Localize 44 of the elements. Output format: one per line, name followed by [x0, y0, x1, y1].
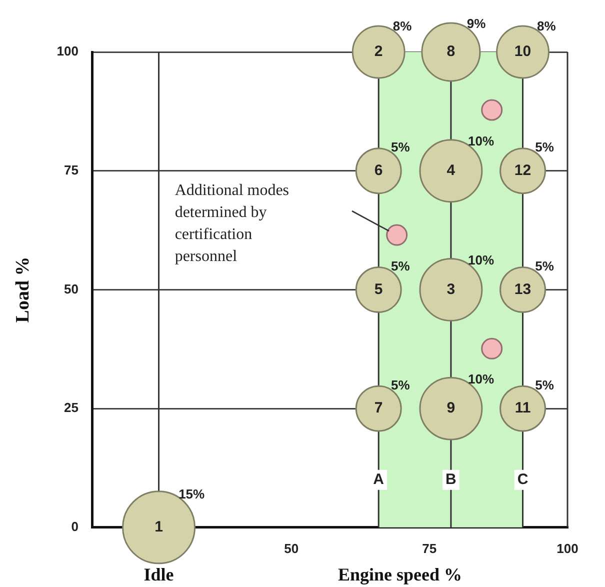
- annotation: 10: [514, 43, 532, 60]
- annotation: 3: [446, 280, 456, 298]
- y-tick-label: 75: [64, 162, 78, 178]
- x-tick-label: 75: [422, 540, 437, 556]
- annotation: B: [446, 471, 457, 488]
- y-axis-title: Load %: [12, 256, 34, 323]
- text: Idle: [144, 564, 174, 585]
- annotation: 15%: [178, 486, 206, 502]
- point: [386, 224, 408, 246]
- annotation: 5%: [390, 258, 410, 274]
- y-tick-label: 25: [64, 400, 78, 416]
- annotation: 9%: [466, 16, 486, 32]
- annotation: 13: [514, 280, 532, 298]
- annotation: C: [517, 471, 528, 488]
- y-tick-label: 0: [71, 518, 78, 534]
- annotation: 8%: [392, 18, 412, 34]
- point: [481, 338, 503, 360]
- annotation: 4: [446, 162, 456, 179]
- annotation: 8: [446, 43, 456, 60]
- annotation: 9: [446, 400, 456, 417]
- x-tick-label: 50: [284, 540, 299, 556]
- annotation: 12: [514, 162, 532, 179]
- annotation: 5: [374, 280, 383, 298]
- annotation: 8%: [537, 18, 556, 34]
- y-tick-label: 100: [56, 44, 78, 59]
- annotation: 10%: [468, 371, 494, 386]
- annotation: 2: [374, 43, 383, 60]
- annotation: 7: [374, 400, 383, 417]
- annotation: 6: [374, 162, 383, 179]
- annotation: 1: [154, 518, 163, 536]
- annotation: 5%: [390, 140, 410, 155]
- annotation: Additional modes determined by certification personnel: [174, 182, 290, 266]
- annotation: 10%: [468, 252, 494, 268]
- annotation: 10%: [468, 134, 494, 149]
- y-tick-label: 50: [64, 281, 78, 296]
- annotation: A: [373, 471, 384, 488]
- annotation: 5%: [390, 377, 410, 392]
- x-axis-title: Engine speed %: [338, 564, 462, 585]
- point: [481, 99, 503, 121]
- annotation: 5%: [535, 140, 554, 155]
- annotation: 11: [514, 400, 531, 417]
- annotation: 5%: [535, 258, 554, 274]
- annotation: 5%: [535, 377, 554, 392]
- x-tick-label: 100: [556, 540, 578, 556]
